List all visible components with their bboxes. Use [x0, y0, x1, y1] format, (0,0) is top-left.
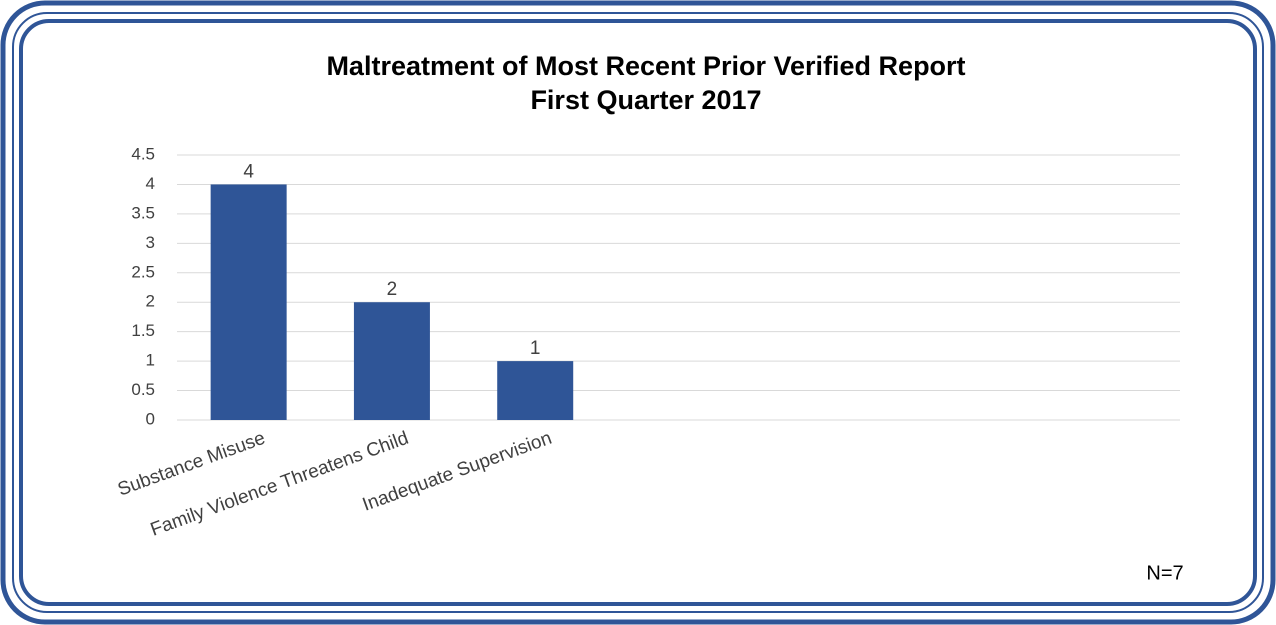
- y-tick-label: 0.5: [131, 380, 155, 399]
- chart-subtitle: First Quarter 2017: [530, 85, 761, 115]
- y-tick-label: 3.5: [131, 203, 155, 222]
- annotation: N=7: [1146, 562, 1183, 584]
- y-tick-label: 4.5: [131, 144, 155, 163]
- bar: [497, 361, 574, 420]
- y-tick-label: 3: [146, 233, 155, 252]
- y-tick-label: 2.5: [131, 262, 155, 281]
- y-tick-label: 1: [146, 351, 155, 370]
- data-label: 1: [530, 338, 541, 359]
- y-tick-label: 2: [146, 292, 155, 311]
- y-tick-label: 1.5: [131, 321, 155, 340]
- middle-frame: [12, 12, 1264, 613]
- y-tick-label: 4: [146, 174, 155, 193]
- chart-title: Maltreatment of Most Recent Prior Verifi…: [326, 51, 965, 81]
- bar: [353, 302, 430, 420]
- bar: [210, 184, 287, 420]
- data-label: 4: [243, 161, 254, 182]
- y-tick-label: 0: [146, 409, 155, 428]
- inner-frame: [19, 19, 1257, 606]
- x-tick-label: Family Violence Threatens Child: [148, 428, 412, 541]
- data-label: 2: [387, 279, 398, 300]
